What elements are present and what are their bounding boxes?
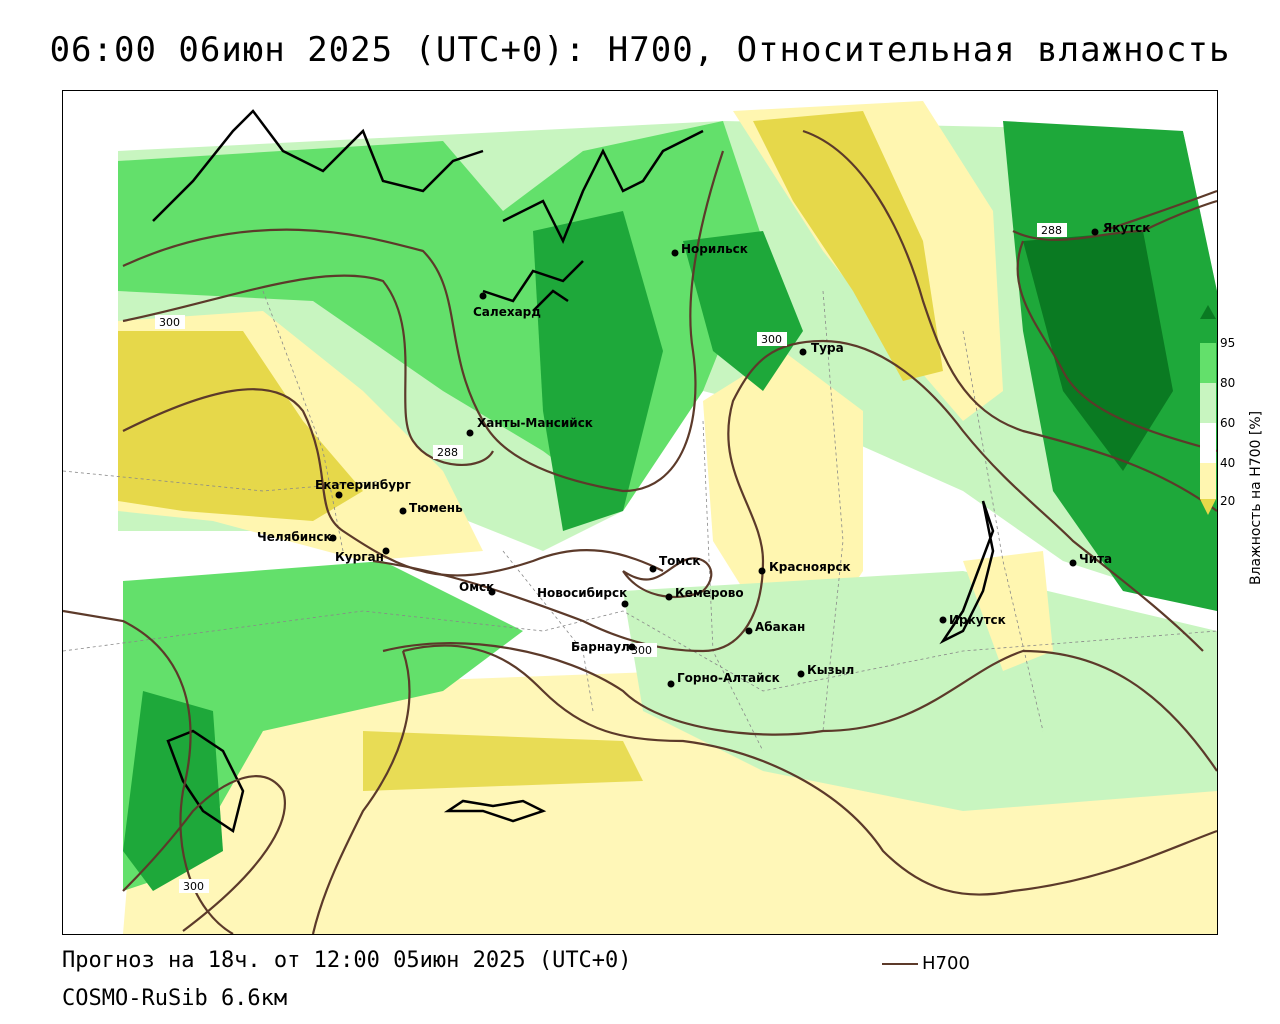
city-label: Новосибирск <box>537 586 627 600</box>
forecast-text: Прогноз на 18ч. от 12:00 05июн 2025 (UTC… <box>62 948 632 973</box>
model-text: COSMO-RuSib 6.6км <box>62 986 288 1011</box>
city-kemerovo[interactable]: Кемерово <box>665 586 744 601</box>
page-title: 06:00 06июн 2025 (UTC+0): H700, Относите… <box>49 30 1231 70</box>
contour-key-line <box>882 962 918 965</box>
city-label: Кызыл <box>807 663 854 677</box>
contour-label-group: 300 288 300 288 300 300 <box>155 223 1067 893</box>
city-label: Курган <box>335 550 384 564</box>
city-label: Тюмень <box>409 501 463 515</box>
city-norilsk[interactable]: Норильск <box>671 242 748 257</box>
city-gorno-altaysk[interactable]: Горно-Алтайск <box>667 671 780 688</box>
map-frame[interactable]: 300 288 300 288 300 300 Салехард Норильс… <box>62 90 1218 935</box>
city-kyzyl[interactable]: Кызыл <box>797 663 855 678</box>
city-yekaterinburg[interactable]: Екатеринбург <box>315 478 411 499</box>
city-barnaul[interactable]: Барнаул <box>571 640 636 654</box>
contour-label: 288 <box>1041 224 1062 237</box>
city-label: Красноярск <box>769 560 851 574</box>
legend-tick: 20 <box>1220 494 1236 508</box>
city-label: Барнаул <box>571 640 630 654</box>
city-label: Тура <box>811 341 844 355</box>
legend-swatch-moist <box>1200 343 1216 383</box>
city-khanty-mansiysk[interactable]: Ханты-Мансийск <box>466 416 593 437</box>
city-label: Екатеринбург <box>315 478 411 492</box>
city-novosibirsk[interactable]: Новосибирск <box>537 586 629 608</box>
legend-arrow-bottom <box>1200 499 1216 515</box>
h700-contours <box>63 129 1217 934</box>
city-label: Иркутск <box>949 613 1006 627</box>
contour-label: 300 <box>631 644 652 657</box>
contour-label: 300 <box>183 880 204 893</box>
legend-swatch-wet <box>1200 319 1216 343</box>
city-chelyabinsk[interactable]: Челябинск <box>257 530 337 544</box>
city-markers[interactable]: Салехард Норильск Якутск Тура Ханты-Манс… <box>257 221 1150 688</box>
city-krasnoyarsk[interactable]: Красноярск <box>758 560 851 575</box>
contour-label: 288 <box>437 446 458 459</box>
city-label: Омск <box>459 580 494 594</box>
city-label: Ханты-Мансийск <box>477 416 593 430</box>
city-irkutsk[interactable]: Иркутск <box>939 613 1006 627</box>
city-label: Челябинск <box>257 530 332 544</box>
city-label: Салехард <box>473 305 541 319</box>
city-omsk[interactable]: Омск <box>459 580 496 596</box>
city-tyumen[interactable]: Тюмень <box>399 501 464 515</box>
legend-swatch-moist-light <box>1200 383 1216 423</box>
coastlines <box>152 109 995 834</box>
city-yakutsk[interactable]: Якутск <box>1091 221 1151 236</box>
city-label: Чита <box>1079 552 1112 566</box>
legend-tick: 40 <box>1220 456 1236 470</box>
city-kurgan[interactable]: Курган <box>335 547 390 565</box>
legend-arrow-top <box>1200 305 1216 319</box>
city-label: Томск <box>659 554 701 568</box>
legend-tick: 80 <box>1220 376 1236 390</box>
legend-swatch-neutral <box>1200 423 1216 463</box>
contour-label: 300 <box>761 333 782 346</box>
legend-tick: 95 <box>1220 336 1236 350</box>
city-abakan[interactable]: Абакан <box>745 620 806 635</box>
city-label: Норильск <box>681 242 748 256</box>
contour-label: 300 <box>159 316 180 329</box>
city-label: Горно-Алтайск <box>677 671 780 685</box>
city-label: Абакан <box>755 620 805 634</box>
legend-swatch-dry <box>1200 463 1216 499</box>
humidity-map[interactable]: 300 288 300 288 300 300 Салехард Норильс… <box>63 91 1217 934</box>
city-label: Якутск <box>1103 221 1150 235</box>
city-tomsk[interactable]: Томск <box>649 554 701 573</box>
legend-tick: 60 <box>1220 416 1236 430</box>
legend-title: Влажность на H700 [%] <box>1248 410 1264 585</box>
city-label: Кемерово <box>675 586 744 600</box>
contour-key-label: H700 <box>922 953 970 974</box>
city-salekhard[interactable]: Салехард <box>473 292 541 320</box>
humidity-legend: 95 80 60 40 20 <box>1200 305 1270 595</box>
contour-key: H700 <box>882 953 970 974</box>
city-chita[interactable]: Чита <box>1069 552 1113 567</box>
city-tura[interactable]: Тура <box>799 341 844 356</box>
legend-colorbar <box>1200 305 1216 515</box>
